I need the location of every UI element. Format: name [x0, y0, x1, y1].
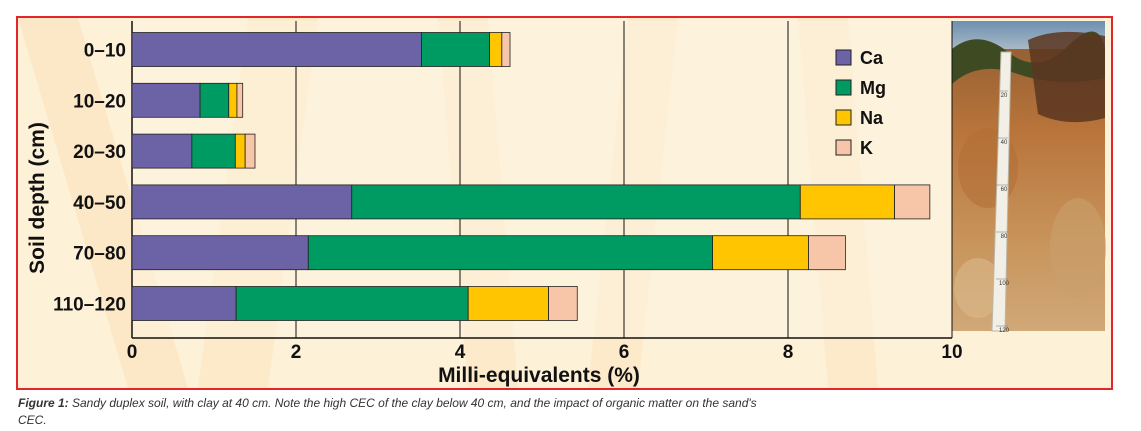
- y-tick-label: 10–20: [73, 91, 126, 112]
- bar-ca-0–10: [131, 32, 422, 67]
- bar-mg-20–30: [191, 133, 236, 169]
- staff-mark-80: 80: [1001, 234, 1008, 240]
- legend-swatch-na: [835, 109, 852, 126]
- bar-k-20–30: [244, 133, 256, 169]
- bar-ca-40–50: [131, 184, 353, 220]
- figure-frame: 20 40 60 80 100 120 0–10 10–20 20–30 40–50 70–80 1…: [16, 16, 1113, 390]
- measuring-staff: [991, 51, 1012, 332]
- bar-na-10–20: [228, 82, 238, 118]
- x-tick-label: 0: [127, 342, 138, 363]
- bar-k-0–10: [501, 32, 511, 67]
- bar-mg-0–10: [421, 32, 490, 67]
- y-axis-label: Soil depth (cm): [26, 122, 49, 274]
- bar-na-110–120: [467, 286, 549, 321]
- legend-label-na: Na: [860, 108, 884, 128]
- y-tick-label: 110–120: [53, 295, 126, 316]
- bar-k-70–80: [808, 235, 846, 271]
- caption-label: Figure 1:: [18, 396, 69, 410]
- bar-mg-40–50: [351, 184, 801, 220]
- y-tick-label: 70–80: [73, 244, 126, 265]
- bar-k-110–120: [548, 286, 578, 321]
- bar-ca-10–20: [131, 82, 201, 118]
- bar-na-20–30: [234, 133, 246, 169]
- plot-area: [132, 21, 952, 338]
- legend-label-k: K: [860, 138, 873, 158]
- legend-swatch-k: [835, 139, 852, 156]
- legend-swatch-ca: [835, 49, 852, 66]
- bar-ca-110–120: [131, 286, 237, 321]
- x-tick-label: 10: [941, 342, 962, 363]
- y-tick-label: 20–30: [73, 142, 126, 163]
- bar-mg-70–80: [307, 235, 713, 271]
- y-tick-label: 0–10: [84, 41, 126, 62]
- y-tick-label: 40–50: [73, 193, 126, 214]
- staff-mark-20: 20: [1001, 93, 1008, 99]
- legend-label-mg: Mg: [860, 78, 886, 98]
- bar-mg-110–120: [235, 286, 469, 321]
- bar-ca-70–80: [131, 235, 309, 271]
- legend-swatch-mg: [835, 79, 852, 96]
- bar-mg-10–20: [199, 82, 230, 118]
- x-axis-label: Milli-equivalents (%): [438, 364, 640, 387]
- x-tick-label: 4: [455, 342, 466, 363]
- bar-k-40–50: [894, 184, 931, 220]
- caption-text: Sandy duplex soil, with clay at 40 cm. N…: [18, 396, 757, 427]
- bar-na-40–50: [799, 184, 895, 220]
- legend: Ca Mg Na K: [835, 48, 886, 158]
- bar-na-70–80: [712, 235, 809, 271]
- bar-ca-20–30: [131, 133, 193, 169]
- x-tick-label: 2: [291, 342, 302, 363]
- x-tick-label: 6: [619, 342, 630, 363]
- x-tick-label: 8: [783, 342, 794, 363]
- staff-mark-40: 40: [1001, 140, 1008, 146]
- staff-mark-100: 100: [999, 281, 1010, 287]
- staff-mark-60: 60: [1001, 187, 1008, 193]
- staff-mark-120: 120: [999, 328, 1010, 334]
- soil-profile-photo: 20 40 60 80 100 120: [952, 21, 1106, 334]
- figure-caption: Figure 1: Sandy duplex soil, with clay a…: [18, 395, 778, 429]
- legend-label-ca: Ca: [860, 48, 884, 68]
- bar-na-0–10: [489, 32, 503, 67]
- bar-k-10–20: [236, 82, 244, 118]
